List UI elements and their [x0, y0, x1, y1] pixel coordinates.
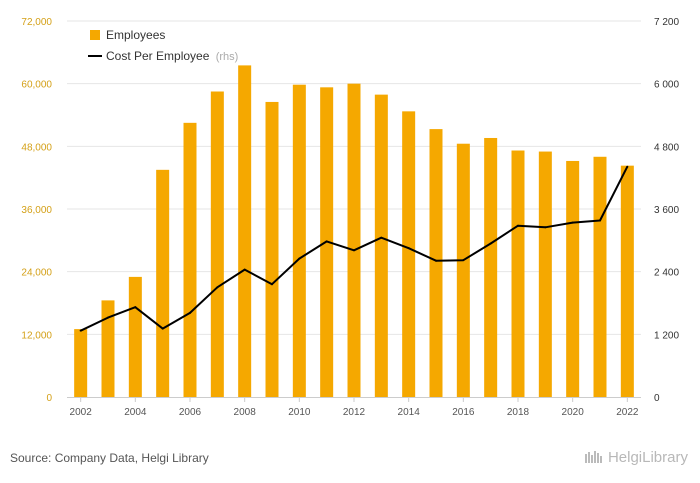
legend-employees-label: Employees	[106, 28, 165, 42]
line-point-2020	[571, 221, 574, 224]
bar-2006	[183, 122, 197, 397]
bar-2002	[74, 329, 88, 397]
line-point-2017	[489, 242, 492, 245]
line-point-2013	[380, 236, 383, 239]
bar-2003	[101, 300, 115, 397]
line-point-2004	[134, 306, 137, 309]
x-tick-label: 2010	[288, 407, 311, 418]
bar-2008	[238, 65, 252, 397]
x-axis: 2002 2004 2006 2008 2010 2012 2014 2016 2018 2020…	[67, 397, 641, 418]
library-icon	[584, 451, 602, 463]
bar-2015	[429, 129, 443, 397]
line-point-2012	[353, 249, 355, 252]
bar-2021	[593, 156, 607, 397]
x-tick-label: 2008	[234, 407, 257, 418]
right-tick-label: 4 800	[654, 142, 679, 153]
left-tick-label: 48,000	[21, 142, 52, 153]
right-tick-label: 0	[654, 393, 660, 404]
right-tick-label: 6 000	[654, 80, 679, 91]
line-point-2021	[599, 219, 601, 222]
x-tick-label: 2004	[124, 407, 147, 418]
line-point-2018	[517, 224, 519, 227]
bar-2018	[511, 150, 525, 397]
line-point-2014	[407, 247, 410, 250]
x-tick-label: 2012	[343, 407, 366, 418]
bar-2016	[456, 143, 470, 397]
x-tick-label: 2002	[70, 407, 93, 418]
right-tick-label: 7 200	[654, 17, 679, 28]
line-point-2007	[216, 286, 219, 289]
legend-cost-label: Cost Per Employee (rhs)	[106, 49, 238, 63]
line-point-2022	[626, 165, 629, 168]
x-tick-label: 2014	[398, 407, 421, 418]
line-point-2005	[161, 327, 164, 330]
bar-2019	[538, 151, 552, 397]
line-point-2019	[544, 226, 547, 229]
bar-2020	[566, 160, 580, 397]
x-tick-label: 2016	[452, 407, 475, 418]
bar-2013	[374, 94, 388, 397]
bar-2010	[292, 84, 306, 397]
bar-2007	[210, 91, 224, 397]
x-tick-label: 2018	[507, 407, 530, 418]
legend-employees-swatch	[90, 30, 100, 40]
bar-2014	[402, 111, 416, 397]
line-point-2009	[271, 283, 273, 286]
bar-2012	[347, 83, 361, 398]
logo-text: HelgiLibrary	[607, 449, 688, 466]
bar-2004	[128, 276, 142, 397]
bar-2005	[156, 169, 170, 397]
source-note: Source: Company Data, Helgi Library	[10, 451, 209, 465]
line-point-2002	[79, 329, 82, 332]
chart: 0 12,000 24,000 36,000 48,000 60,000 72,000 0 1…	[21, 17, 679, 418]
right-tick-label: 2 400	[654, 268, 679, 279]
line-point-2008	[243, 268, 246, 271]
left-axis: 0 12,000 24,000 36,000 48,000 60,000 72,000	[21, 17, 52, 404]
right-axis: 0 1 200 2 400 3 600 4 800 6 000 7 200	[654, 17, 679, 404]
line-point-2003	[107, 316, 109, 319]
left-tick-label: 24,000	[21, 268, 52, 279]
bar-2017	[484, 137, 498, 397]
line-point-2006	[189, 311, 191, 314]
legend: Employees Cost Per Employee (rhs)	[88, 28, 238, 63]
line-point-2011	[325, 240, 328, 243]
x-tick-label: 2022	[616, 407, 639, 418]
x-tick-label: 2006	[179, 407, 202, 418]
line-point-2015	[435, 259, 437, 262]
line-point-2010	[298, 257, 301, 260]
legend-cost-suffix: (rhs)	[216, 51, 239, 63]
left-tick-label: 72,000	[21, 17, 52, 28]
left-tick-label: 60,000	[21, 80, 52, 91]
right-tick-label: 1 200	[654, 330, 679, 341]
x-tick-label: 2020	[562, 407, 585, 418]
left-tick-label: 36,000	[21, 205, 52, 216]
left-tick-label: 0	[46, 393, 52, 404]
line-point-2016	[462, 259, 465, 262]
helgi-library-logo: HelgiLibrary	[584, 449, 688, 466]
left-tick-label: 12,000	[21, 330, 52, 341]
line-series-cost-per-employee	[79, 165, 629, 332]
right-tick-label: 3 600	[654, 205, 679, 216]
bar-2022	[620, 165, 634, 397]
bar-2009	[265, 101, 279, 397]
bar-series-employees	[74, 65, 634, 398]
legend-cost-name: Cost Per Employee	[106, 49, 210, 63]
